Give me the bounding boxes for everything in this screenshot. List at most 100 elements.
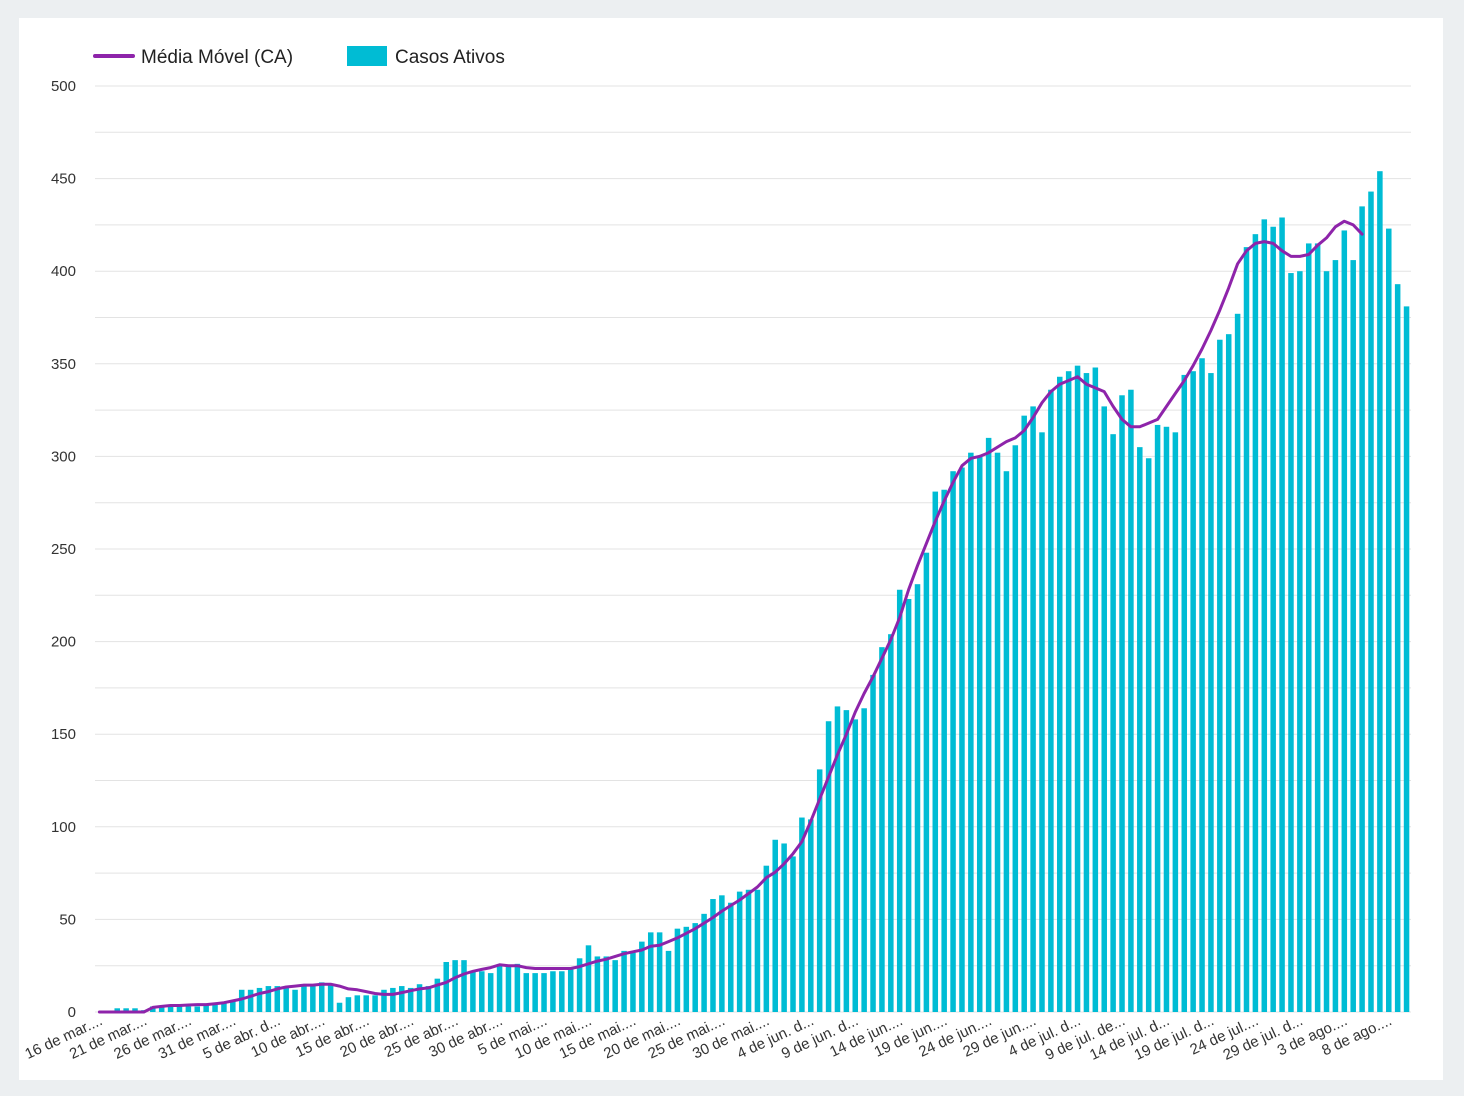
bar: [808, 819, 814, 1012]
bar: [150, 1006, 156, 1012]
bar: [354, 995, 361, 1012]
bar: [1048, 389, 1054, 1012]
legend-label-casos-ativos: Casos Ativos: [395, 47, 505, 68]
bar: [221, 1002, 227, 1012]
y-tick-label: 0: [68, 1004, 76, 1021]
bar: [914, 584, 921, 1012]
bar: [407, 987, 414, 1012]
bar: [843, 710, 850, 1012]
bar: [1012, 445, 1019, 1013]
y-tick-label: 50: [59, 911, 76, 928]
bar: [594, 956, 601, 1012]
bar: [959, 467, 965, 1013]
bar: [541, 973, 547, 1012]
bar: [1234, 313, 1241, 1012]
bar: [816, 769, 823, 1012]
bar: [1003, 471, 1010, 1012]
legend-label-media-movel: Média Móvel (CA): [141, 47, 293, 68]
bar: [487, 973, 494, 1012]
bar: [1279, 217, 1285, 1012]
bar: [1341, 230, 1348, 1012]
bar: [1386, 228, 1392, 1012]
bar: [416, 984, 423, 1012]
bar: [1110, 434, 1116, 1012]
bar: [532, 973, 538, 1012]
bar: [167, 1006, 174, 1012]
bar: [1208, 373, 1214, 1012]
bar: [1057, 376, 1063, 1012]
bar: [114, 1008, 120, 1012]
bar: [523, 973, 530, 1012]
bar: [1332, 260, 1339, 1012]
bar: [203, 1004, 209, 1012]
bar: [390, 987, 396, 1012]
bar: [1074, 365, 1081, 1013]
bar: [318, 982, 325, 1012]
bar: [1190, 371, 1196, 1012]
bar: [274, 986, 281, 1012]
bar: [1181, 374, 1188, 1012]
bar: [1225, 334, 1232, 1013]
bar: [941, 489, 947, 1013]
bar: [1305, 243, 1312, 1013]
bar: [461, 960, 467, 1012]
bar: [265, 986, 272, 1012]
bar: [745, 889, 752, 1012]
bar: [728, 902, 734, 1012]
bar: [719, 895, 725, 1012]
y-tick-label: 400: [51, 263, 76, 280]
moving-average-line: [97, 219, 1364, 1014]
bar: [968, 452, 974, 1012]
y-tick-label: 150: [51, 726, 76, 743]
bar: [292, 989, 298, 1012]
y-tick-label: 250: [51, 541, 76, 558]
bar: [994, 452, 1001, 1012]
bar: [283, 986, 289, 1012]
bar: [1297, 271, 1303, 1012]
bar: [1145, 458, 1152, 1012]
y-tick-label: 300: [51, 448, 76, 465]
bar: [630, 952, 636, 1012]
bar: [567, 969, 574, 1012]
bar: [1172, 432, 1179, 1013]
bar: [1154, 424, 1161, 1012]
bar: [212, 1004, 218, 1012]
bar: [1217, 339, 1223, 1012]
bar: [1021, 415, 1027, 1012]
bar: [932, 491, 939, 1012]
bar: [470, 971, 476, 1012]
bar: [372, 995, 378, 1012]
y-tick-label: 200: [51, 634, 76, 651]
bar: [656, 932, 663, 1012]
bar: [781, 843, 787, 1012]
bar: [1403, 306, 1410, 1012]
bar: [256, 987, 263, 1012]
bar: [363, 995, 369, 1012]
bar: [1261, 219, 1268, 1012]
bar: [496, 965, 503, 1012]
bar: [621, 950, 627, 1012]
legend-bar-swatch: [347, 46, 387, 66]
bar: [612, 960, 618, 1012]
y-tick-label: 350: [51, 356, 76, 373]
bar: [1394, 284, 1401, 1012]
x-axis: 16 de mar....21 de mar....26 de mar....3…: [22, 1012, 1394, 1064]
chart: 0 50 100 150 200 250 300 350 400 450 500 16 de mar…: [22, 46, 1411, 1064]
bar: [247, 989, 254, 1012]
bar: [879, 647, 885, 1012]
bar: [923, 552, 930, 1012]
bar: [950, 471, 956, 1012]
bar: [736, 891, 743, 1012]
bar: [576, 958, 583, 1012]
bar: [790, 856, 796, 1012]
bar: [896, 589, 903, 1012]
bar: [479, 971, 485, 1012]
bar: [559, 971, 565, 1012]
y-axis: 0 50 100 150 200 250 300 350 400 450 500: [51, 78, 76, 1021]
bar: [1092, 367, 1099, 1012]
bar: [310, 984, 316, 1012]
bar: [1083, 373, 1090, 1012]
bar: [985, 437, 992, 1012]
bar: [1137, 447, 1143, 1012]
bar: [905, 599, 912, 1012]
